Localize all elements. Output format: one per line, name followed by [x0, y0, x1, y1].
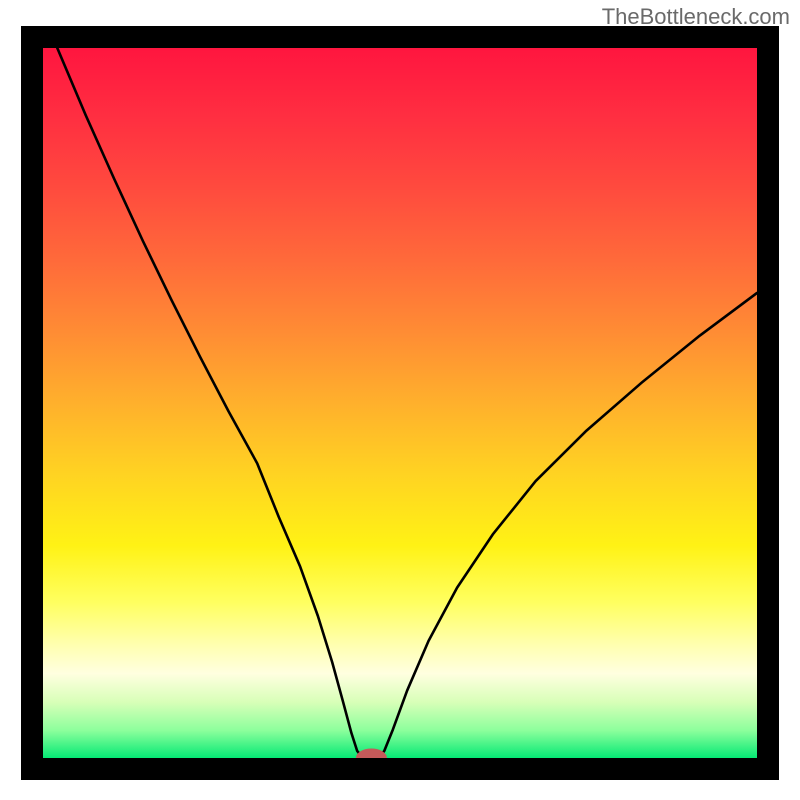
- plot-background: [42, 47, 758, 759]
- bottleneck-chart: [0, 0, 800, 800]
- watermark-text: TheBottleneck.com: [602, 4, 790, 30]
